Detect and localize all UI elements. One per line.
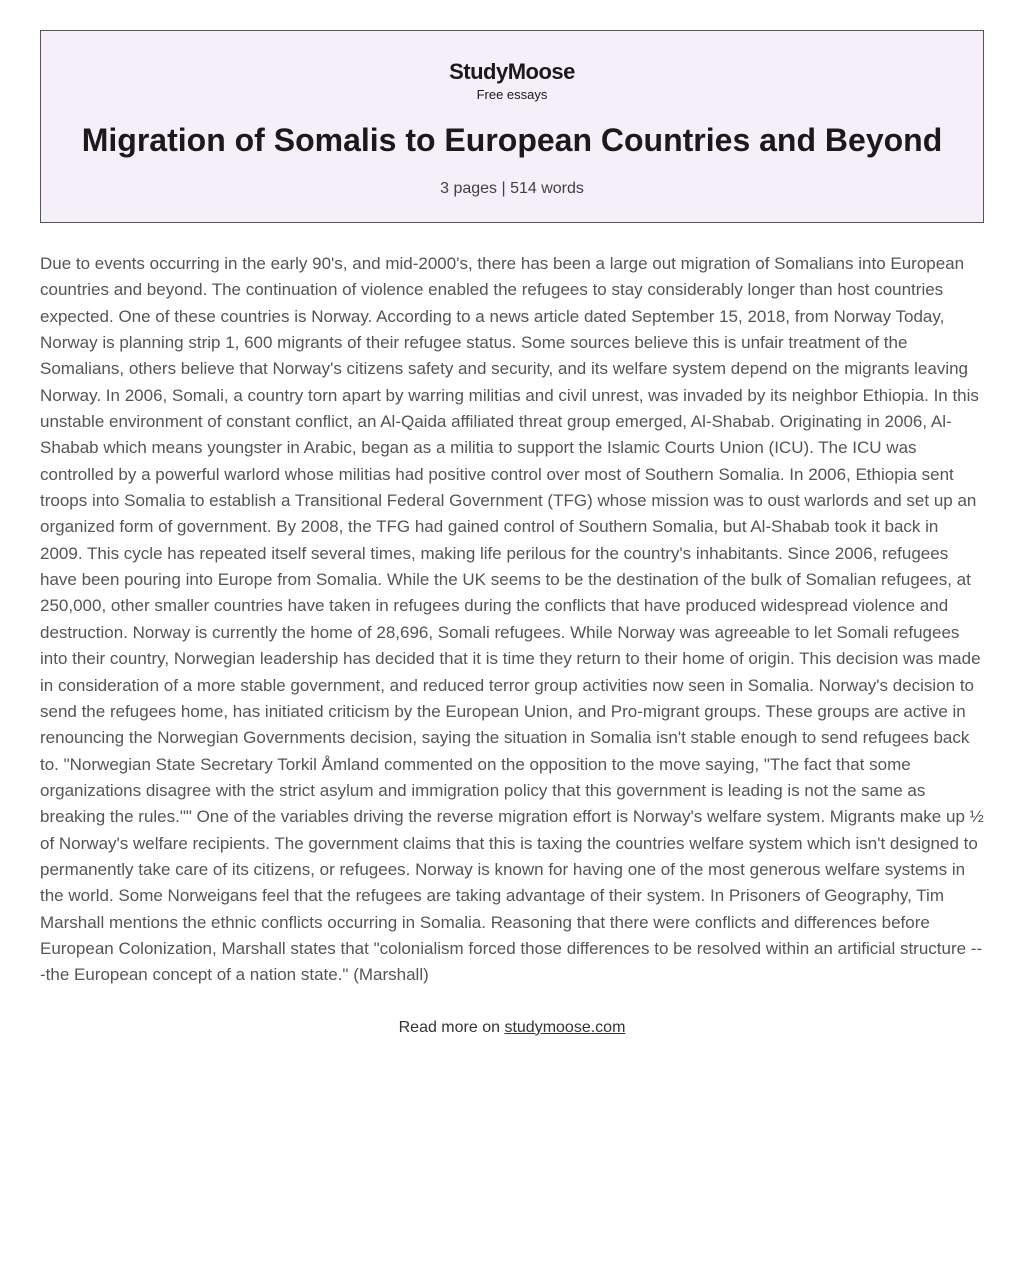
document-meta: 3 pages | 514 words xyxy=(81,180,943,198)
footer-link[interactable]: studymoose.com xyxy=(504,1019,625,1036)
document-title: Migration of Somalis to European Countri… xyxy=(81,120,943,160)
brand-wrap: StudyMoose Free essays xyxy=(81,59,943,102)
document-header-box: StudyMoose Free essays Migration of Soma… xyxy=(40,30,984,223)
footer: Read more on studymoose.com xyxy=(40,1019,984,1037)
brand-subtitle: Free essays xyxy=(81,87,943,102)
essay-body: Due to events occurring in the early 90'… xyxy=(40,251,984,989)
brand-name: StudyMoose xyxy=(81,59,943,85)
footer-prefix: Read more on xyxy=(399,1019,505,1036)
